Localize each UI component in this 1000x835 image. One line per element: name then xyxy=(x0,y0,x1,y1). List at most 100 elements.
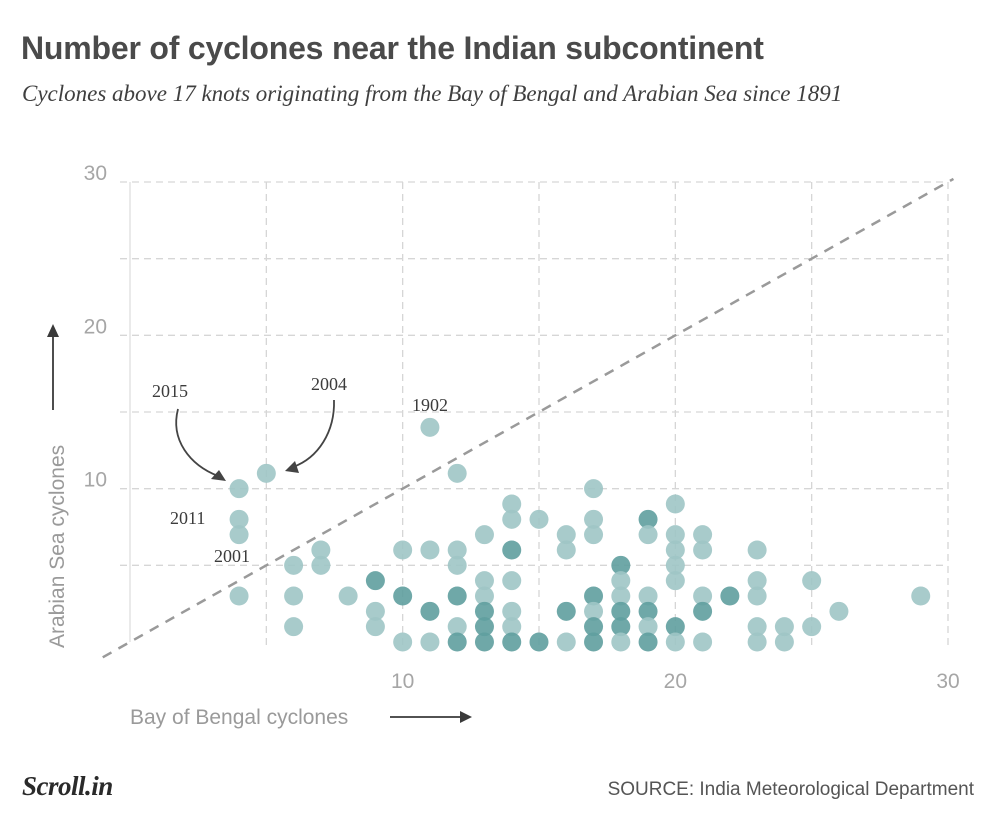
data-point xyxy=(474,586,494,606)
x-tick-label: 30 xyxy=(936,670,959,693)
data-point xyxy=(420,540,440,560)
data-point xyxy=(502,540,522,560)
data-point xyxy=(338,586,358,606)
chart-subtitle: Cyclones above 17 knots originating from… xyxy=(22,81,843,106)
data-point xyxy=(393,540,413,560)
data-point xyxy=(611,586,631,606)
y-tick-label: 20 xyxy=(84,315,107,338)
data-point xyxy=(447,586,467,606)
data-point xyxy=(584,632,604,652)
data-point xyxy=(502,617,522,637)
x-axis-ticks: 10 20 30 xyxy=(391,670,960,693)
data-point xyxy=(365,571,385,591)
data-point xyxy=(447,617,467,637)
x-tick-label: 20 xyxy=(664,670,687,693)
data-point xyxy=(611,617,631,637)
data-point xyxy=(693,601,713,621)
annotation-2015-arrowhead-icon xyxy=(211,470,226,481)
data-point xyxy=(638,601,658,621)
data-point xyxy=(229,479,249,499)
data-point xyxy=(529,509,549,529)
annotation-2004-arrow xyxy=(292,399,335,468)
data-point xyxy=(611,601,631,621)
data-point xyxy=(474,601,494,621)
data-point xyxy=(911,586,931,606)
data-point xyxy=(556,525,576,545)
data-point xyxy=(611,555,631,575)
data-point xyxy=(229,509,249,529)
data-point xyxy=(474,617,494,637)
data-point xyxy=(802,571,822,591)
data-point xyxy=(638,586,658,606)
data-point xyxy=(584,601,604,621)
data-point xyxy=(584,525,604,545)
data-point xyxy=(365,617,385,637)
data-point xyxy=(774,632,794,652)
data-point xyxy=(584,509,604,529)
data-point xyxy=(529,632,549,652)
annotation-2001: 2001 xyxy=(214,546,250,566)
data-points xyxy=(229,417,931,652)
data-point xyxy=(693,540,713,560)
annotation-1902: 1902 xyxy=(412,395,448,415)
chart-title: Number of cyclones near the Indian subco… xyxy=(21,30,764,66)
data-point xyxy=(447,463,467,483)
y-axis-ticks: 10 20 30 xyxy=(84,162,107,492)
data-point xyxy=(474,525,494,545)
data-point xyxy=(284,586,304,606)
data-point xyxy=(311,555,331,575)
data-point xyxy=(284,617,304,637)
data-point xyxy=(229,586,249,606)
data-point xyxy=(502,601,522,621)
data-point xyxy=(584,617,604,637)
data-point xyxy=(502,632,522,652)
y-tick-label: 10 xyxy=(84,469,107,492)
x-axis-label: Bay of Bengal cyclones xyxy=(130,706,348,729)
data-point xyxy=(720,586,740,606)
data-point xyxy=(556,632,576,652)
data-point xyxy=(638,525,658,545)
data-point xyxy=(474,571,494,591)
data-point xyxy=(665,540,685,560)
data-point xyxy=(447,632,467,652)
y-tick-label: 30 xyxy=(84,162,107,185)
data-point xyxy=(747,540,767,560)
data-point xyxy=(393,632,413,652)
source-note: SOURCE: India Meteorological Department xyxy=(607,779,974,800)
data-point xyxy=(474,632,494,652)
data-point xyxy=(774,617,794,637)
data-point xyxy=(584,479,604,499)
data-point xyxy=(665,555,685,575)
data-point xyxy=(829,601,849,621)
data-point xyxy=(611,571,631,591)
data-point xyxy=(584,586,604,606)
y-axis-label: Arabian Sea cyclones xyxy=(46,445,69,648)
annotation-2004: 2004 xyxy=(311,374,347,394)
data-point xyxy=(365,601,385,621)
data-point xyxy=(693,586,713,606)
data-point xyxy=(665,525,685,545)
annotation-2011: 2011 xyxy=(170,508,205,528)
data-point xyxy=(447,540,467,560)
scatter-chart: 10 20 30 10 20 30 Bay of Bengal cyclones Ara… xyxy=(46,162,960,729)
data-point xyxy=(447,555,467,575)
data-point xyxy=(502,571,522,591)
scroll-logo: Scroll.in xyxy=(22,771,113,801)
data-point xyxy=(747,586,767,606)
annotation-2004-arrowhead-icon xyxy=(285,461,299,473)
data-point xyxy=(556,601,576,621)
y-axis-arrow-icon xyxy=(47,324,59,337)
data-point xyxy=(256,463,276,483)
data-point xyxy=(665,494,685,514)
annotation-2015: 2015 xyxy=(152,381,188,401)
diagonal-reference-line xyxy=(102,177,955,659)
data-point xyxy=(665,617,685,637)
data-point xyxy=(638,617,658,637)
data-point xyxy=(229,525,249,545)
data-point xyxy=(393,586,413,606)
data-point xyxy=(638,509,658,529)
data-point xyxy=(747,571,767,591)
data-point xyxy=(747,617,767,637)
x-tick-label: 10 xyxy=(391,670,414,693)
data-point xyxy=(665,632,685,652)
